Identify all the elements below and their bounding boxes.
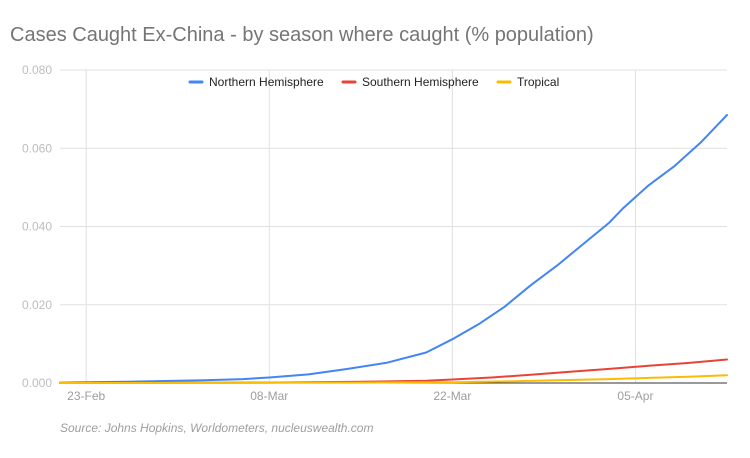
y-tick-label: 0.080: [22, 63, 52, 77]
x-tick-label: 08-Mar: [250, 389, 288, 403]
y-tick-label: 0.000: [22, 376, 52, 390]
series-line-0: [59, 114, 728, 384]
legend: Northern Hemisphere Southern Hemisphere Tr…: [188, 75, 559, 89]
source-note: Source: Johns Hopkins, Worldometers, nuc…: [60, 421, 374, 435]
series-line-2: [59, 374, 728, 384]
y-tick-label: 0.020: [22, 298, 52, 312]
y-axis-tick-labels: 0.000 0.020 0.040 0.060 0.080: [22, 63, 52, 390]
series-lines: [59, 114, 728, 384]
legend-label-2: Tropical: [517, 75, 559, 89]
x-tick-label: 22-Mar: [433, 389, 471, 403]
gridlines: [60, 69, 727, 384]
y-tick-label: 0.060: [22, 141, 52, 155]
x-tick-label: 05-Apr: [617, 389, 653, 403]
legend-label-0: Northern Hemisphere: [209, 75, 324, 89]
x-axis-tick-labels: 23-Feb 08-Mar 22-Mar 05-Apr: [67, 389, 653, 403]
x-tick-label: 23-Feb: [67, 389, 105, 403]
chart-title: Cases Caught Ex-China - by season where …: [10, 24, 594, 46]
legend-label-1: Southern Hemisphere: [362, 75, 479, 89]
y-tick-label: 0.040: [22, 220, 52, 234]
